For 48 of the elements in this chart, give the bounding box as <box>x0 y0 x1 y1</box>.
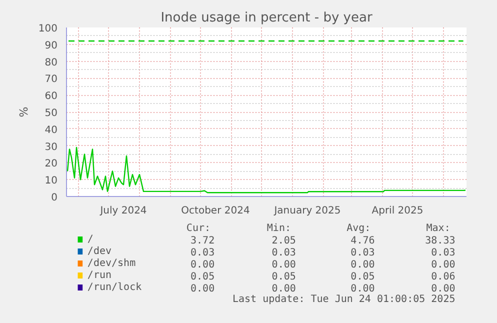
x-tick-label: April 2025 <box>372 206 424 216</box>
text: Min: <box>266 223 291 234</box>
text: 0.03 <box>431 248 456 258</box>
x-tick-label: October 2024 <box>181 206 250 216</box>
text: Max: <box>426 223 450 234</box>
text: 0.05 <box>272 272 296 282</box>
text: Last update: Tue Jun 24 01:00:05 2025 <box>232 294 456 305</box>
y-tick-label: 0 <box>51 192 58 204</box>
y-tick-label: 90 <box>44 40 58 52</box>
text: 0.00 <box>272 260 296 270</box>
text: 3.72 <box>190 236 215 246</box>
y-tick-label: 60 <box>44 91 58 102</box>
y-tick-label: 100 <box>38 24 58 34</box>
text: 0.00 <box>272 284 296 294</box>
text: 0.00 <box>350 284 375 294</box>
text: 0.00 <box>431 284 456 294</box>
text: 0.05 <box>350 272 375 282</box>
y-tick-label: 50 <box>44 108 58 119</box>
y-tick-label: 80 <box>44 57 58 68</box>
text: Avg: <box>346 223 371 234</box>
x-tick-label: July 2024 <box>99 206 147 216</box>
legend-label: / <box>87 234 94 245</box>
text: 0.03 <box>350 248 375 258</box>
y-tick-label: 70 <box>44 74 58 86</box>
text: 2.05 <box>272 236 296 246</box>
text: 0.00 <box>350 260 375 270</box>
text: 0.00 <box>190 260 215 270</box>
y-tick-label: 20 <box>44 158 58 170</box>
legend-label: /dev/shm <box>87 258 136 269</box>
legend-label: /run/lock <box>87 282 142 293</box>
text: 0.03 <box>190 248 215 258</box>
text: 4.76 <box>350 236 375 246</box>
text: 0.05 <box>190 272 215 282</box>
x-tick-label: January 2025 <box>273 206 341 216</box>
text: 38.33 <box>425 236 456 246</box>
y-axis-title: % <box>17 106 30 118</box>
text: 0.03 <box>272 248 296 258</box>
text: 0.06 <box>431 272 456 282</box>
text: Cur: <box>186 223 211 234</box>
legend-label: /dev <box>87 246 112 257</box>
text: 0.00 <box>190 284 215 294</box>
legend-label: /run <box>87 270 112 281</box>
y-tick-label: 10 <box>44 176 58 187</box>
line-series <box>66 146 466 194</box>
text: 0.00 <box>431 260 456 270</box>
chart-title: Inode usage in percent - by year <box>160 10 373 26</box>
y-tick-label: 30 <box>44 142 58 153</box>
y-tick-label: 40 <box>44 124 58 136</box>
